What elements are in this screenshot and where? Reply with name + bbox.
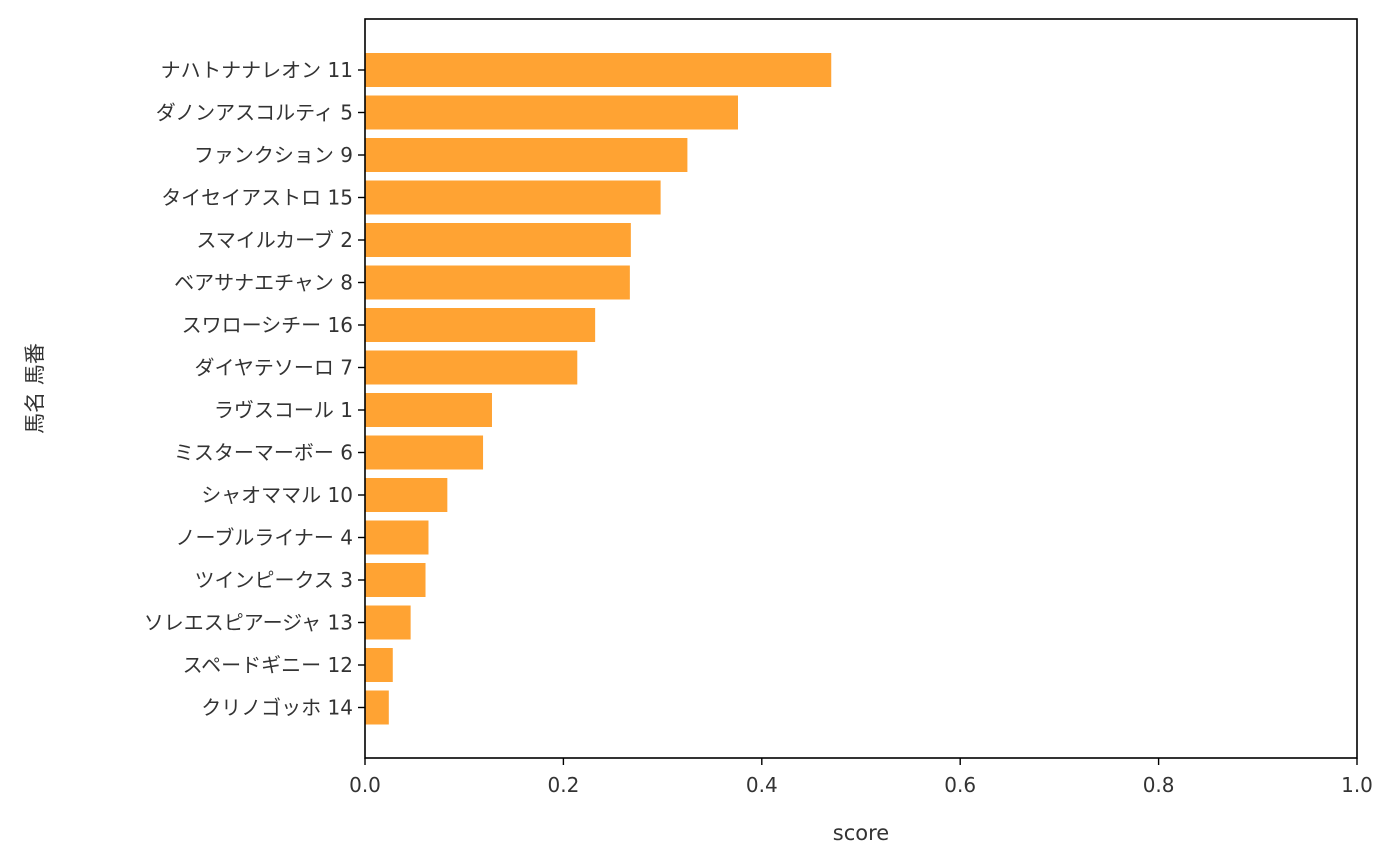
y-tick-label: ダイヤテソーロ 7 xyxy=(195,356,353,380)
y-tick-label: スマイルカーブ 2 xyxy=(196,228,353,252)
bar xyxy=(365,95,738,130)
bar xyxy=(365,435,484,470)
bar xyxy=(365,648,393,682)
bar xyxy=(365,605,411,640)
bar xyxy=(365,520,429,555)
y-axis-label: 馬名 馬番 xyxy=(23,343,47,434)
y-tick-label: スペードギニー 12 xyxy=(183,653,353,677)
x-tick-label: 0.4 xyxy=(746,773,778,797)
y-tick-label: クリノゴッホ 14 xyxy=(201,696,353,720)
x-tick-label: 0.6 xyxy=(944,773,976,797)
bar xyxy=(365,690,389,725)
bar xyxy=(365,180,661,215)
y-tick-label: ファンクション 9 xyxy=(194,143,353,167)
bar xyxy=(365,223,631,257)
y-tick-label: ダノンアスコルティ 5 xyxy=(156,101,353,125)
y-tick-label: ベアサナエチャン 8 xyxy=(174,271,353,295)
x-tick-label: 1.0 xyxy=(1341,773,1373,797)
y-axis-ticks: ナハトナナレオン 11 ダノンアスコルティ 5 ファンクション 9 タイセイアストロ … xyxy=(144,58,365,720)
x-axis-ticks: 0.0 0.2 0.4 0.6 0.8 1.0 xyxy=(349,758,1373,797)
plot-frame xyxy=(364,18,1358,759)
bar xyxy=(365,563,426,597)
y-tick-label: タイセイアストロ 15 xyxy=(161,186,353,210)
bars-group xyxy=(365,53,832,725)
x-tick-label: 0.2 xyxy=(547,773,579,797)
x-tick-label: 0.0 xyxy=(349,773,381,797)
y-tick-label: ラヴスコール 1 xyxy=(214,398,353,422)
bar xyxy=(365,308,596,342)
y-tick-label: ミスターマーボー 6 xyxy=(174,441,353,465)
bar xyxy=(365,478,448,512)
bar xyxy=(365,393,492,427)
bar xyxy=(365,265,630,300)
y-tick-label: ナハトナナレオン 11 xyxy=(161,58,353,82)
bar xyxy=(365,350,578,385)
y-tick-label: ノーブルライナー 4 xyxy=(176,526,353,550)
x-tick-label: 0.8 xyxy=(1143,773,1175,797)
y-tick-label: ツインピークス 3 xyxy=(195,568,353,592)
y-tick-label: シャオママル 10 xyxy=(201,483,353,507)
bar xyxy=(365,53,832,87)
bar xyxy=(365,138,688,172)
x-axis-label: score xyxy=(833,821,889,845)
y-tick-label: スワローシチー 16 xyxy=(182,313,353,337)
y-tick-label: ソレエスピアージャ 13 xyxy=(144,611,353,635)
